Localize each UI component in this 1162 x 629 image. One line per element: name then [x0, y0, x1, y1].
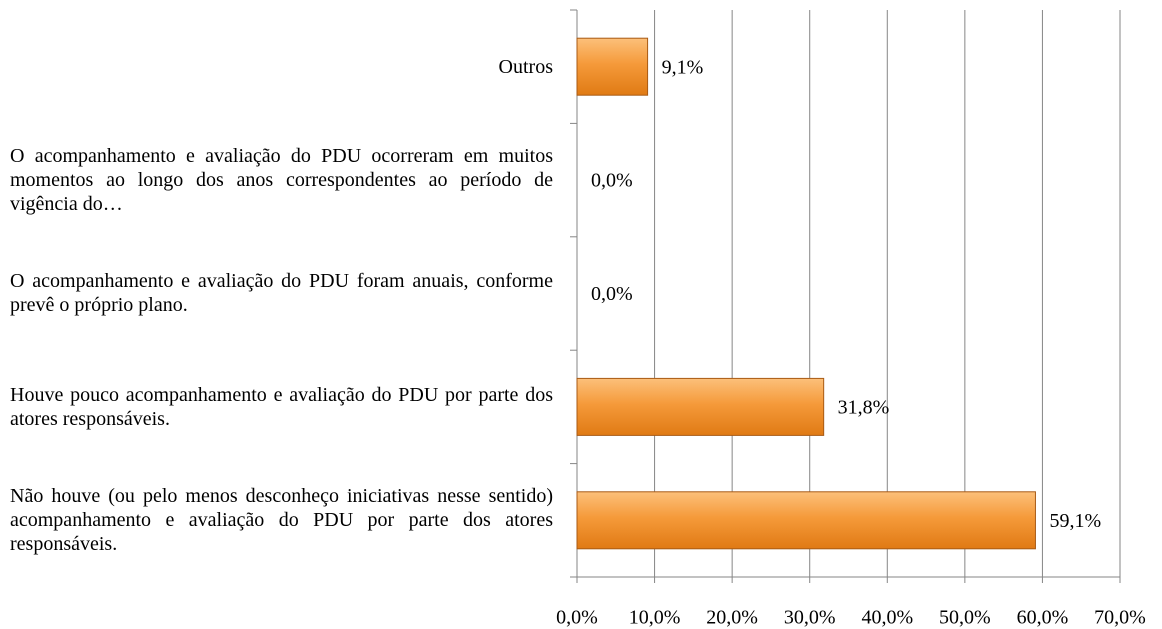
- x-tick-label: 70,0%: [1094, 607, 1146, 629]
- category-label-box: Não houve (ou pelo menos desconheço inic…: [10, 464, 553, 577]
- bar: [576, 377, 825, 436]
- x-tick-label: 10,0%: [629, 607, 681, 629]
- category-label-box: O acompanhamento e avaliação do PDU fora…: [10, 237, 553, 350]
- category-label-box: Outros: [10, 10, 553, 123]
- x-tick-label: 40,0%: [861, 607, 913, 629]
- x-tick-label: 60,0%: [1017, 607, 1069, 629]
- data-label: 0,0%: [591, 283, 633, 305]
- category-label-box: O acompanhamento e avaliação do PDU ocor…: [10, 123, 553, 236]
- y-tick-label: O acompanhamento e avaliação do PDU fora…: [10, 270, 553, 317]
- category-label-box: Houve pouco acompanhamento e avaliação d…: [10, 350, 553, 463]
- data-label: 31,8%: [838, 396, 890, 418]
- data-label: 59,1%: [1049, 510, 1101, 532]
- y-tick-label: Não houve (ou pelo menos desconheço inic…: [10, 485, 553, 556]
- bar: [576, 491, 1036, 550]
- y-tick-label: Outros: [498, 55, 553, 78]
- x-tick-label: 50,0%: [939, 607, 991, 629]
- y-tick-label: O acompanhamento e avaliação do PDU ocor…: [10, 145, 553, 216]
- x-tick-label: 0,0%: [556, 607, 598, 629]
- bar: [576, 37, 649, 96]
- x-tick-label: 30,0%: [784, 607, 836, 629]
- data-label: 9,1%: [662, 56, 704, 78]
- data-label: 0,0%: [591, 170, 633, 192]
- x-tick-label: 20,0%: [706, 607, 758, 629]
- y-tick-label: Houve pouco acompanhamento e avaliação d…: [10, 383, 553, 430]
